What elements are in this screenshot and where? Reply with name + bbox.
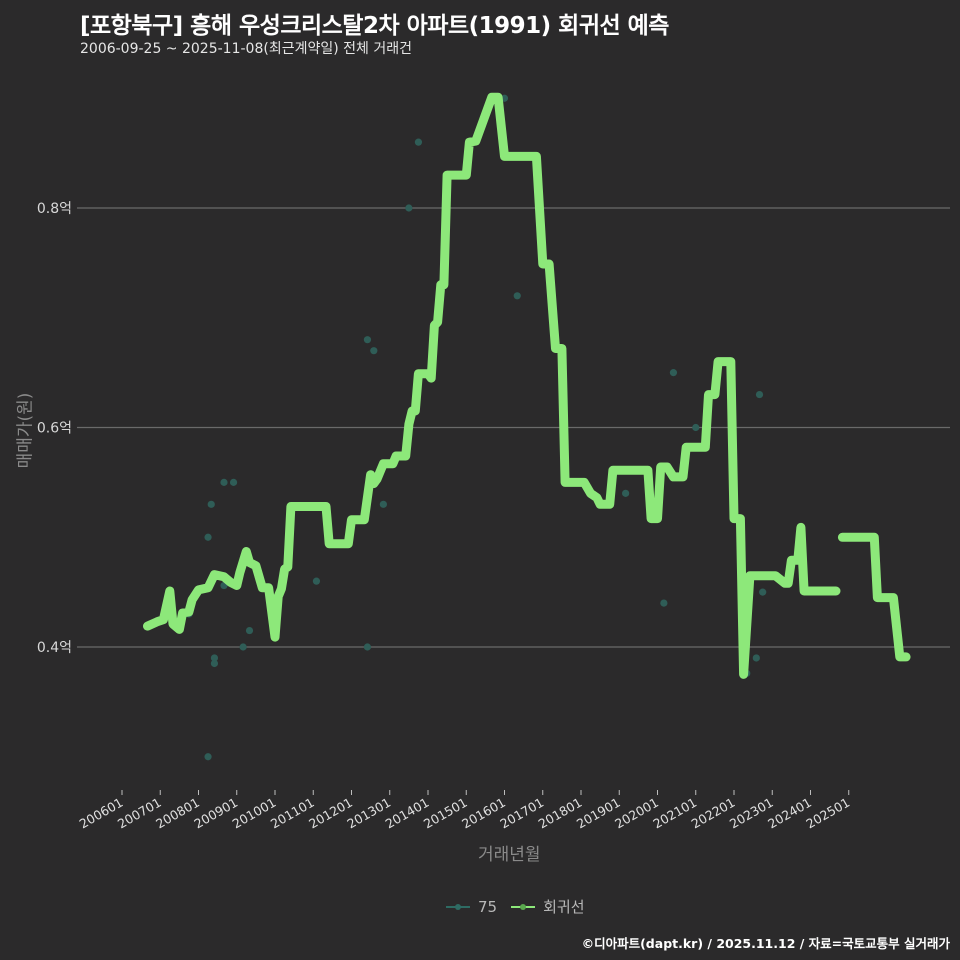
legend-label-regression: 회귀선 — [543, 898, 585, 916]
legend: 75 회귀선 — [446, 896, 591, 917]
scatter-point — [752, 654, 760, 662]
scatter-point — [513, 292, 521, 300]
scatter-point — [210, 659, 219, 668]
scatter-point — [207, 500, 215, 508]
y-axis-ticks: 0.4억 0.6억 0.8억 — [37, 201, 72, 656]
scatter-point — [622, 489, 630, 497]
x-axis-ticks: 2006012007012008012009012010012011012012… — [77, 790, 852, 832]
legend-label-75: 75 — [478, 897, 498, 916]
scatter-point — [755, 390, 764, 399]
legend-line-icon — [511, 903, 536, 910]
scatter-point — [759, 588, 767, 596]
y-tick-label: 0.8억 — [37, 201, 72, 217]
scatter-point — [239, 643, 247, 651]
x-axis-label: 거래년월 — [478, 845, 541, 865]
legend-item-regression[interactable]: 회귀선 — [511, 896, 585, 917]
y-axis-label: 매매가(원) — [15, 392, 36, 469]
source-credit: ©디아파트(dapt.kr) / 2025.11.12 / 자료=국토교통부 실… — [581, 936, 950, 951]
y-tick-label: 0.4억 — [37, 640, 72, 656]
chart-title: [포항북구] 흥해 우성크리스탈2차 아파트(1991) 회귀선 예측 — [80, 13, 669, 39]
scatter-point — [414, 138, 423, 146]
regression-line-segment — [143, 92, 841, 679]
scatter-point — [312, 577, 321, 585]
scatter-point — [229, 478, 238, 486]
gridlines — [77, 207, 950, 648]
y-tick-label: 0.6억 — [37, 421, 72, 437]
legend-item-75[interactable]: 75 — [446, 898, 497, 916]
legend-dot-line-icon — [446, 903, 470, 910]
regression-line — [143, 92, 911, 679]
scatter-point — [660, 599, 668, 607]
scatter-point — [363, 643, 372, 651]
scatter-point — [204, 533, 212, 541]
scatter-point — [405, 204, 413, 212]
scatter-point — [669, 369, 678, 377]
scatter-point — [204, 753, 212, 761]
scatter-point — [210, 654, 219, 662]
chart-subtitle: 2006-09-25 ~ 2025-11-08(최근계약일) 전체 거래건 — [80, 41, 412, 57]
regression-line-segment — [837, 532, 911, 662]
scatter-point — [370, 347, 378, 355]
x-tick-label: 202501 — [803, 795, 852, 832]
scatter-point — [363, 336, 372, 344]
scatter-point — [379, 500, 387, 508]
scatter-point — [220, 478, 228, 486]
scatter-point — [692, 423, 700, 432]
scatter-point — [245, 626, 254, 635]
